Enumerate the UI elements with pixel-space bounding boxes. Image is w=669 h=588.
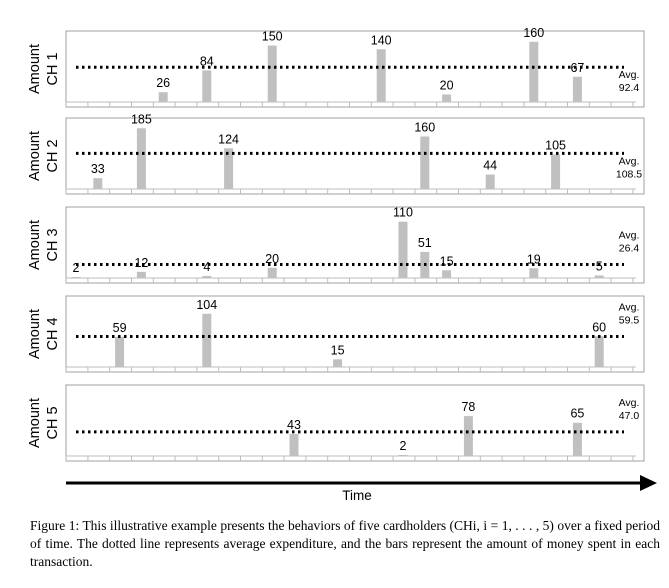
data-label: 78 <box>461 400 475 414</box>
y-axis-label: Amount <box>27 398 43 448</box>
panel-frame <box>65 295 645 373</box>
panel-frame <box>65 206 645 284</box>
bar <box>529 41 539 102</box>
bar <box>572 76 582 102</box>
average-value: 26.4 <box>619 242 640 254</box>
bar <box>398 454 408 457</box>
bar <box>572 422 582 456</box>
average-value: 108.5 <box>616 168 642 180</box>
data-label: 2 <box>73 261 80 275</box>
bar <box>485 174 495 189</box>
data-label: 150 <box>262 30 283 44</box>
x-axis-label: Time <box>342 488 372 503</box>
data-label: 33 <box>91 162 105 176</box>
y-axis-label: CH 1 <box>45 52 61 85</box>
bar <box>115 336 125 367</box>
y-axis-label: CH 4 <box>45 317 61 350</box>
bar <box>333 359 343 367</box>
bar <box>202 313 212 367</box>
data-label: 60 <box>592 320 606 334</box>
average-label: Avg. <box>619 229 640 241</box>
data-label: 59 <box>113 321 127 335</box>
data-label: 43 <box>287 418 301 432</box>
bar <box>224 148 234 189</box>
data-label: 12 <box>134 256 148 270</box>
average-value: 59.5 <box>619 315 640 327</box>
y-axis-label: Amount <box>27 220 43 270</box>
panel-frame <box>65 384 645 462</box>
data-label: 104 <box>196 298 217 312</box>
data-label: 44 <box>483 159 497 173</box>
bar <box>202 275 212 278</box>
figure-caption: Figure 1: This illustrative example pres… <box>30 518 660 569</box>
data-label: 20 <box>265 252 279 266</box>
average-label: Avg. <box>619 69 640 81</box>
data-label: 19 <box>527 252 541 266</box>
data-label: 160 <box>523 26 544 40</box>
bar <box>93 178 103 189</box>
bar <box>442 270 452 278</box>
panel-frame <box>65 117 645 195</box>
data-label: 110 <box>393 206 413 220</box>
data-label: 185 <box>131 112 152 126</box>
data-label: 4 <box>203 260 210 274</box>
average-label: Avg. <box>619 302 640 314</box>
bar <box>267 45 277 102</box>
bar <box>398 221 408 278</box>
panel-frame <box>65 30 645 108</box>
data-label: 26 <box>156 76 170 90</box>
bar <box>442 94 452 102</box>
bar <box>158 92 168 102</box>
data-label: 51 <box>418 236 432 250</box>
bar <box>71 276 81 279</box>
data-label: 20 <box>440 78 454 92</box>
data-label: 15 <box>331 343 345 357</box>
bar <box>136 128 146 189</box>
data-label: 2 <box>400 439 407 453</box>
average-label: Avg. <box>619 155 640 167</box>
bar <box>289 433 299 456</box>
data-label: 15 <box>440 254 454 268</box>
data-label: 84 <box>200 54 214 68</box>
bar <box>202 70 212 102</box>
bar <box>463 416 473 456</box>
y-axis-label: CH 5 <box>45 406 61 439</box>
y-axis-label: Amount <box>27 309 43 359</box>
y-axis-label: CH 3 <box>45 228 61 261</box>
y-axis-label: Amount <box>27 44 43 94</box>
data-label: 105 <box>545 139 566 153</box>
data-label: 5 <box>596 259 603 273</box>
bar <box>267 267 277 278</box>
bar <box>136 271 146 278</box>
data-label: 140 <box>371 33 392 47</box>
average-label: Avg. <box>619 397 640 409</box>
data-label: 67 <box>570 61 584 75</box>
data-label: 124 <box>218 132 239 146</box>
bar <box>376 49 386 102</box>
arrow-head <box>640 475 657 491</box>
bar <box>594 336 604 367</box>
y-axis-label: CH 2 <box>45 139 61 172</box>
y-axis-label: Amount <box>27 131 43 181</box>
average-value: 92.4 <box>619 82 640 94</box>
bar <box>594 275 604 278</box>
bar <box>529 268 539 278</box>
bar <box>551 154 561 189</box>
average-value: 47.0 <box>619 410 640 422</box>
data-label: 65 <box>570 407 584 421</box>
data-label: 160 <box>414 120 435 134</box>
bar <box>420 136 430 189</box>
